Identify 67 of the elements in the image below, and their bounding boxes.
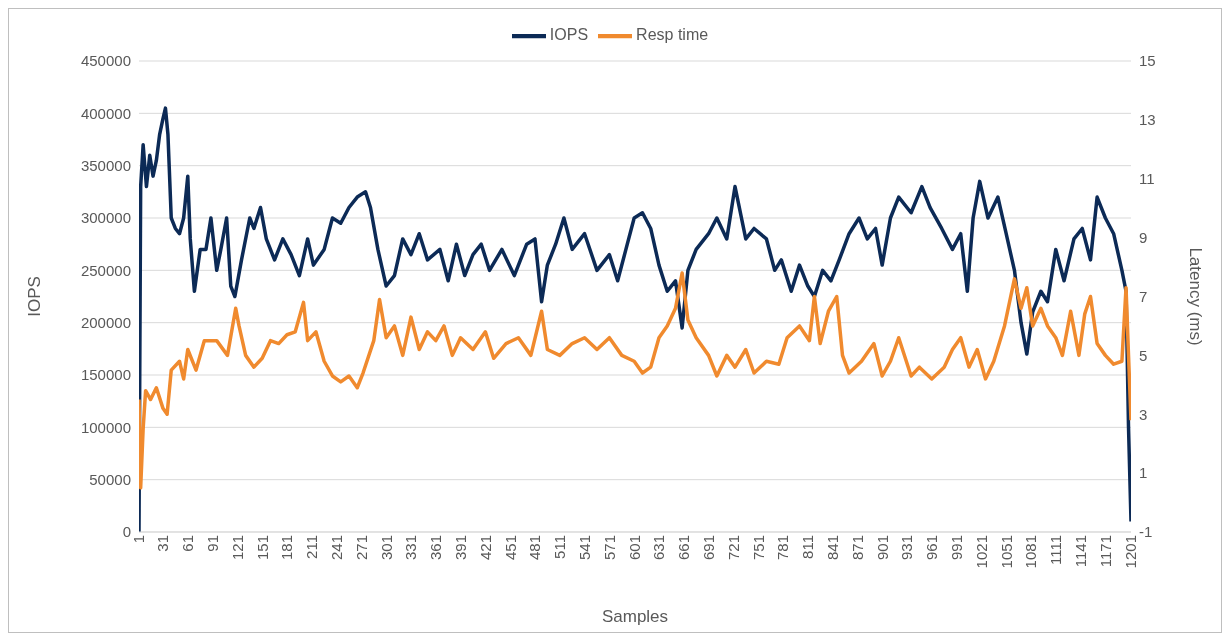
line-series: [139, 271, 1131, 490]
x-tick-label: 841: [824, 535, 842, 561]
x-tick-label: 631: [650, 535, 668, 561]
x-tick-label: 271: [352, 535, 370, 561]
y-tick-label: 450000: [80, 52, 131, 70]
y-tick-label: 100000: [80, 418, 131, 436]
y-tick-label: 300000: [80, 209, 131, 227]
x-tick-label: 1201: [1121, 535, 1139, 569]
x-tick-label: 901: [873, 535, 891, 561]
legend-label: Resp time: [636, 26, 709, 44]
x-tick-label: 811: [799, 535, 817, 559]
x-tick-label: 1: [129, 535, 147, 544]
y-tick-label: 50000: [89, 470, 131, 488]
y2-axis-title: Latency (ms): [1185, 247, 1205, 346]
x-tick-label: 601: [625, 535, 643, 561]
y2-tick-label: 3: [1139, 405, 1148, 423]
x-tick-label: 691: [700, 535, 718, 561]
y2-tick-label: 5: [1139, 346, 1148, 364]
x-tick-label: 781: [774, 535, 792, 561]
x-tick-label: 1021: [972, 535, 990, 569]
x-tick-label: 961: [923, 535, 941, 561]
x-axis-title: Samples: [601, 607, 669, 626]
y2-tick-label: 11: [1139, 170, 1155, 188]
y2-tick-label: 1: [1139, 464, 1148, 482]
x-tick-label: 211: [303, 535, 321, 559]
x-tick-label: 511: [551, 535, 569, 559]
x-tick-label: 121: [228, 535, 246, 561]
y-tick-label: 400000: [80, 104, 131, 122]
x-tick-label: 301: [377, 535, 395, 561]
x-tick-label: 541: [576, 535, 594, 561]
x-tick-label: 1081: [1022, 535, 1040, 569]
x-tick-label: 721: [724, 535, 742, 561]
x-tick-label: 571: [600, 535, 618, 561]
y2-tick-label: 9: [1139, 228, 1148, 246]
line-series: [139, 106, 1131, 532]
x-tick-label: 1051: [997, 535, 1015, 569]
y-tick-label: 200000: [80, 313, 131, 331]
y2-tick-label: 15: [1139, 52, 1156, 70]
x-tick-label: 451: [501, 535, 519, 561]
x-tick-label: 181: [278, 535, 296, 561]
y-axis-title: IOPS: [25, 276, 45, 317]
x-tick-label: 61: [179, 535, 197, 552]
x-tick-label: 871: [848, 535, 866, 561]
y-tick-label: 0: [122, 523, 131, 541]
x-tick-label: 1141: [1072, 535, 1090, 568]
x-tick-label: 1171: [1096, 535, 1114, 568]
x-tick-label: 151: [253, 535, 271, 561]
x-tick-label: 481: [526, 535, 544, 561]
x-tick-label: 991: [948, 535, 966, 561]
y2-tick-label: 7: [1139, 287, 1148, 305]
x-tick-label: 241: [328, 535, 346, 561]
y-tick-label: 150000: [80, 366, 131, 384]
y-tick-label: 250000: [80, 261, 131, 279]
legend-label: IOPS: [549, 26, 589, 44]
x-tick-label: 361: [427, 535, 445, 561]
y-tick-label: 350000: [80, 156, 131, 174]
x-tick-label: 1111: [1047, 535, 1065, 566]
x-tick-label: 91: [204, 535, 222, 552]
x-tick-label: 31: [154, 535, 172, 552]
x-tick-label: 751: [749, 535, 767, 561]
y2-tick-label: 13: [1139, 111, 1156, 129]
x-tick-label: 421: [476, 535, 494, 561]
x-tick-label: 391: [452, 535, 470, 561]
x-tick-label: 661: [675, 535, 693, 561]
y2-tick-label: -1: [1139, 523, 1153, 541]
x-tick-label: 931: [898, 535, 916, 561]
x-tick-label: 331: [402, 535, 420, 561]
